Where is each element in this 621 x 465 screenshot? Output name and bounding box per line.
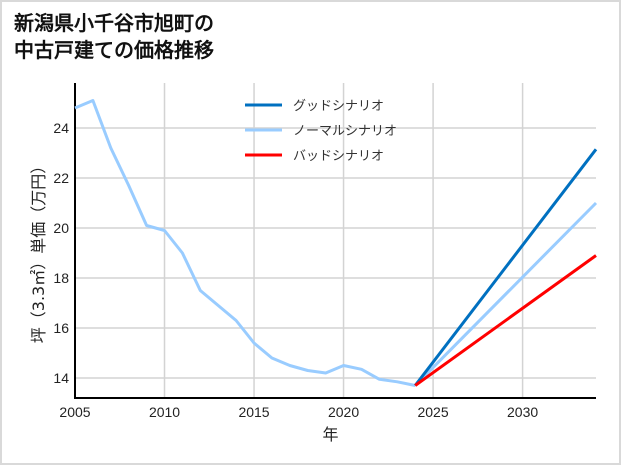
x-tick-label: 2005 — [59, 404, 90, 420]
historical-price-line — [74, 99, 416, 387]
scenario-line-2 — [414, 254, 597, 387]
scenario-line-1 — [414, 201, 598, 387]
legend-label: ノーマルシナリオ — [293, 124, 397, 139]
chart-title-line2: 中古戸建ての価格推移 — [14, 38, 214, 62]
y-tick-label: 18 — [53, 270, 69, 286]
chart-title-line1: 新潟県小千谷市旭町の — [14, 11, 214, 35]
legend-label: バッドシナリオ — [293, 149, 384, 164]
y-tick-label: 22 — [53, 170, 69, 186]
y-tick-label: 24 — [53, 120, 69, 136]
legend-label: グッドシナリオ — [293, 99, 384, 114]
scenario-line-0 — [414, 148, 598, 387]
x-tick-label: 2020 — [328, 404, 359, 420]
y-tick-label: 16 — [53, 320, 69, 336]
x-tick-label: 2030 — [507, 404, 538, 420]
x-tick-label: 2015 — [238, 404, 269, 420]
y-tick-label: 14 — [53, 370, 69, 386]
x-tick-label: 2025 — [417, 404, 448, 420]
y-tick-label: 20 — [53, 220, 69, 236]
x-tick-label: 2010 — [149, 404, 180, 420]
y-axis-label: 坪（3.3㎡）単価（万円） — [29, 158, 48, 343]
x-axis-label: 年 — [322, 425, 338, 444]
chart-title: 新潟県小千谷市旭町の 中古戸建ての価格推移 — [14, 10, 214, 64]
